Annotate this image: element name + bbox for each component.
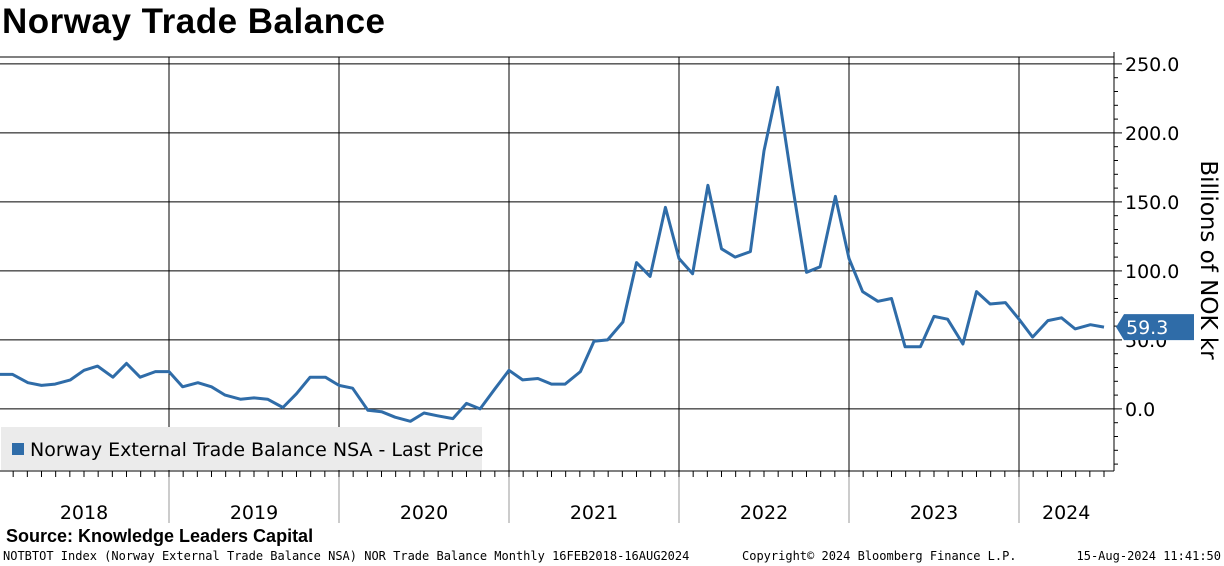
x-tick-label: 2018	[60, 502, 108, 524]
source-note: Source: Knowledge Leaders Capital	[6, 526, 314, 546]
y-tick-label: 150.0	[1125, 192, 1179, 214]
y-tick-label: 200.0	[1125, 123, 1179, 145]
legend-label: Norway External Trade Balance NSA - Last…	[30, 439, 483, 461]
grid-lines	[0, 56, 1114, 472]
x-tick-label: 2024	[1042, 502, 1090, 524]
legend-swatch	[12, 443, 24, 455]
x-tick-label: 2023	[910, 502, 958, 524]
last-value-marker: 59.3	[1116, 314, 1194, 341]
footer-index-info: NOTBTOT Index (Norway External Trade Bal…	[3, 549, 690, 563]
x-tick-label: 2022	[740, 502, 788, 524]
y-tick-label: 250.0	[1125, 54, 1179, 76]
last-value-tag	[1116, 314, 1194, 341]
x-axis: 2018 2019 2020 2021 2022 2023 2024	[12, 471, 1105, 524]
y-tick-label: 0.0	[1125, 399, 1155, 421]
x-tick-label: 2019	[230, 502, 278, 524]
series-line	[0, 85, 1105, 423]
footer-copyright: Copyright© 2024 Bloomberg Finance L.P.	[742, 549, 1017, 563]
x-tick-label: 2020	[400, 502, 448, 524]
footer-timestamp: 15-Aug-2024 11:41:50	[1076, 549, 1222, 563]
legend-background	[1, 427, 482, 470]
chart-title: Norway Trade Balance	[2, 2, 386, 41]
y-tick-label: 100.0	[1125, 261, 1179, 283]
legend: Norway External Trade Balance NSA - Last…	[1, 427, 483, 470]
x-tick-label: 2021	[570, 502, 618, 524]
y-axis-label: Billions of NOK kr	[1195, 160, 1221, 360]
last-value-label: 59.3	[1126, 317, 1168, 339]
